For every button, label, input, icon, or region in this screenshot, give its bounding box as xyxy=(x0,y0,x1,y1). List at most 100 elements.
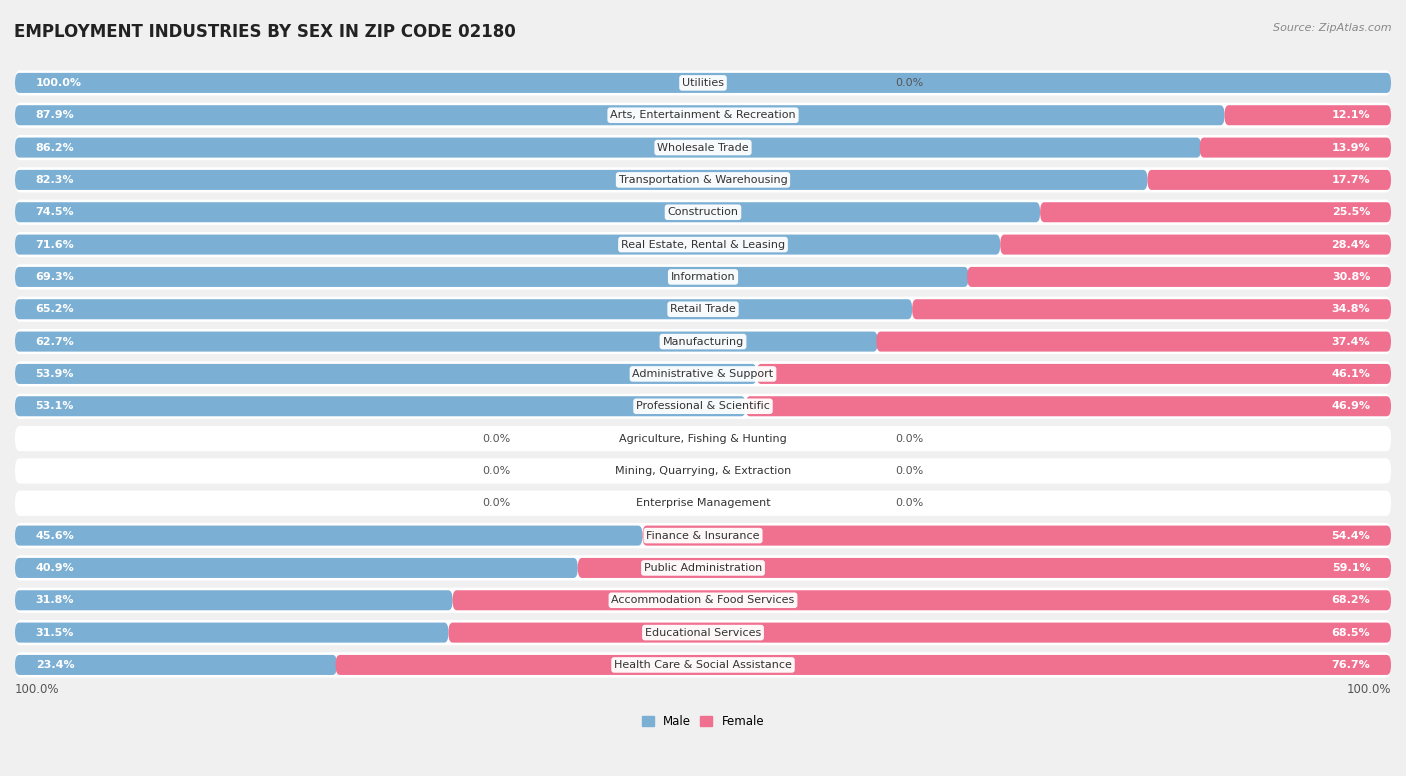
FancyBboxPatch shape xyxy=(15,622,449,643)
Text: 68.5%: 68.5% xyxy=(1331,628,1371,638)
Text: 46.9%: 46.9% xyxy=(1331,401,1371,411)
Text: 45.6%: 45.6% xyxy=(35,531,75,541)
Text: 0.0%: 0.0% xyxy=(896,466,924,476)
Text: 82.3%: 82.3% xyxy=(35,175,75,185)
FancyBboxPatch shape xyxy=(967,267,1391,287)
FancyBboxPatch shape xyxy=(15,71,1391,95)
FancyBboxPatch shape xyxy=(15,523,1391,548)
FancyBboxPatch shape xyxy=(15,587,1391,613)
FancyBboxPatch shape xyxy=(1225,106,1391,125)
FancyBboxPatch shape xyxy=(336,655,1391,675)
FancyBboxPatch shape xyxy=(15,300,912,319)
FancyBboxPatch shape xyxy=(912,300,1391,319)
FancyBboxPatch shape xyxy=(15,591,453,610)
Text: Educational Services: Educational Services xyxy=(645,628,761,638)
Text: Enterprise Management: Enterprise Management xyxy=(636,498,770,508)
Text: 86.2%: 86.2% xyxy=(35,143,75,153)
FancyBboxPatch shape xyxy=(745,397,1391,416)
FancyBboxPatch shape xyxy=(453,591,1391,610)
FancyBboxPatch shape xyxy=(15,362,1391,386)
FancyBboxPatch shape xyxy=(15,203,1040,222)
Text: 74.5%: 74.5% xyxy=(35,207,75,217)
FancyBboxPatch shape xyxy=(578,558,1391,578)
Text: 71.6%: 71.6% xyxy=(35,240,75,250)
Text: 65.2%: 65.2% xyxy=(35,304,75,314)
FancyBboxPatch shape xyxy=(15,199,1391,225)
Text: 100.0%: 100.0% xyxy=(15,683,59,696)
FancyBboxPatch shape xyxy=(15,331,877,352)
FancyBboxPatch shape xyxy=(15,106,1225,125)
Text: 0.0%: 0.0% xyxy=(896,498,924,508)
Text: 40.9%: 40.9% xyxy=(35,563,75,573)
FancyBboxPatch shape xyxy=(15,265,1391,289)
Text: Manufacturing: Manufacturing xyxy=(662,337,744,347)
FancyBboxPatch shape xyxy=(1040,203,1391,222)
Text: 31.5%: 31.5% xyxy=(35,628,75,638)
Text: 0.0%: 0.0% xyxy=(896,434,924,444)
FancyBboxPatch shape xyxy=(15,232,1391,257)
Text: Professional & Scientific: Professional & Scientific xyxy=(636,401,770,411)
Text: 53.1%: 53.1% xyxy=(35,401,75,411)
Text: 62.7%: 62.7% xyxy=(35,337,75,347)
FancyBboxPatch shape xyxy=(15,102,1391,128)
FancyBboxPatch shape xyxy=(1199,137,1391,158)
Legend: Male, Female: Male, Female xyxy=(637,711,769,733)
FancyBboxPatch shape xyxy=(15,620,1391,645)
Text: EMPLOYMENT INDUSTRIES BY SEX IN ZIP CODE 02180: EMPLOYMENT INDUSTRIES BY SEX IN ZIP CODE… xyxy=(14,23,516,41)
FancyBboxPatch shape xyxy=(15,329,1391,354)
Text: Real Estate, Rental & Leasing: Real Estate, Rental & Leasing xyxy=(621,240,785,250)
Text: 31.8%: 31.8% xyxy=(35,595,75,605)
Text: 54.4%: 54.4% xyxy=(1331,531,1371,541)
Text: Construction: Construction xyxy=(668,207,738,217)
Text: Public Administration: Public Administration xyxy=(644,563,762,573)
Text: 87.9%: 87.9% xyxy=(35,110,75,120)
FancyBboxPatch shape xyxy=(15,655,337,675)
Text: 37.4%: 37.4% xyxy=(1331,337,1371,347)
Text: Administrative & Support: Administrative & Support xyxy=(633,369,773,379)
Text: 17.7%: 17.7% xyxy=(1331,175,1371,185)
FancyBboxPatch shape xyxy=(756,364,1391,384)
FancyBboxPatch shape xyxy=(15,135,1391,160)
FancyBboxPatch shape xyxy=(1000,234,1391,255)
Text: 34.8%: 34.8% xyxy=(1331,304,1371,314)
FancyBboxPatch shape xyxy=(15,426,1391,451)
FancyBboxPatch shape xyxy=(15,459,1391,483)
Text: Source: ZipAtlas.com: Source: ZipAtlas.com xyxy=(1274,23,1392,33)
Text: Mining, Quarrying, & Extraction: Mining, Quarrying, & Extraction xyxy=(614,466,792,476)
Text: 53.9%: 53.9% xyxy=(35,369,75,379)
Text: 59.1%: 59.1% xyxy=(1331,563,1371,573)
Text: Accommodation & Food Services: Accommodation & Food Services xyxy=(612,595,794,605)
Text: 46.1%: 46.1% xyxy=(1331,369,1371,379)
Text: 0.0%: 0.0% xyxy=(896,78,924,88)
Text: Agriculture, Fishing & Hunting: Agriculture, Fishing & Hunting xyxy=(619,434,787,444)
Text: 0.0%: 0.0% xyxy=(482,466,510,476)
Text: 100.0%: 100.0% xyxy=(1347,683,1391,696)
FancyBboxPatch shape xyxy=(876,331,1391,352)
FancyBboxPatch shape xyxy=(15,653,1391,677)
Text: 13.9%: 13.9% xyxy=(1331,143,1371,153)
Text: 12.1%: 12.1% xyxy=(1331,110,1371,120)
FancyBboxPatch shape xyxy=(15,296,1391,322)
Text: 100.0%: 100.0% xyxy=(35,78,82,88)
Text: 68.2%: 68.2% xyxy=(1331,595,1371,605)
FancyBboxPatch shape xyxy=(15,168,1391,192)
FancyBboxPatch shape xyxy=(15,397,745,416)
Text: 0.0%: 0.0% xyxy=(482,498,510,508)
Text: 69.3%: 69.3% xyxy=(35,272,75,282)
FancyBboxPatch shape xyxy=(15,137,1201,158)
FancyBboxPatch shape xyxy=(15,556,1391,580)
Text: Wholesale Trade: Wholesale Trade xyxy=(657,143,749,153)
Text: Retail Trade: Retail Trade xyxy=(671,304,735,314)
FancyBboxPatch shape xyxy=(449,622,1391,643)
Text: Arts, Entertainment & Recreation: Arts, Entertainment & Recreation xyxy=(610,110,796,120)
Text: 30.8%: 30.8% xyxy=(1331,272,1371,282)
Text: Utilities: Utilities xyxy=(682,78,724,88)
Text: 23.4%: 23.4% xyxy=(35,660,75,670)
Text: Finance & Insurance: Finance & Insurance xyxy=(647,531,759,541)
FancyBboxPatch shape xyxy=(15,490,1391,516)
FancyBboxPatch shape xyxy=(15,364,756,384)
FancyBboxPatch shape xyxy=(643,525,1391,546)
FancyBboxPatch shape xyxy=(15,525,643,546)
FancyBboxPatch shape xyxy=(15,267,969,287)
FancyBboxPatch shape xyxy=(15,393,1391,419)
